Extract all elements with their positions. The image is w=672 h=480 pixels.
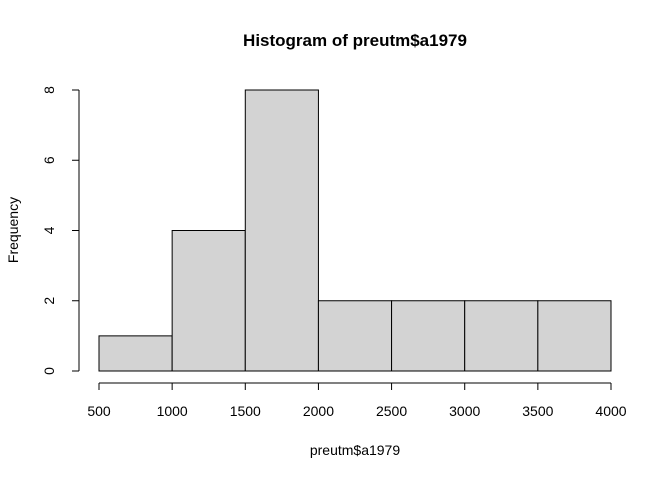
y-axis-label: Frequency — [5, 197, 21, 263]
histogram-bar-3 — [317, 300, 393, 372]
histogram-bar-1 — [171, 230, 246, 372]
y-tick-label-4: 8 — [41, 86, 57, 94]
histogram-bar-2 — [244, 89, 319, 372]
x-tick-label-0: 500 — [87, 403, 111, 419]
histogram-bar-6 — [537, 300, 612, 372]
x-tick-label-4: 2500 — [376, 403, 407, 419]
x-tick-label-3: 2000 — [303, 403, 334, 419]
x-tick-label-2: 1500 — [230, 403, 261, 419]
histogram-bar-5 — [464, 300, 539, 372]
y-tick-label-0: 0 — [41, 367, 57, 375]
y-tick-label-1: 2 — [41, 297, 57, 305]
x-axis: 500 1000 1500 2000 2500 3000 3500 4000 — [87, 382, 627, 419]
histogram-bar-0 — [98, 335, 173, 372]
x-tick-label-6: 3500 — [522, 403, 553, 419]
bars-group — [98, 89, 612, 372]
x-tick-label-1: 1000 — [157, 403, 188, 419]
x-axis-label: preutm$a1979 — [310, 442, 401, 458]
chart-title: Histogram of preutm$a1979 — [243, 31, 467, 50]
x-tick-label-7: 4000 — [595, 403, 626, 419]
y-tick-label-3: 6 — [41, 156, 57, 164]
y-axis: 0 2 4 6 8 — [41, 86, 80, 375]
x-tick-label-5: 3000 — [449, 403, 480, 419]
histogram-bar-4 — [391, 300, 466, 372]
y-tick-label-2: 4 — [41, 226, 57, 234]
